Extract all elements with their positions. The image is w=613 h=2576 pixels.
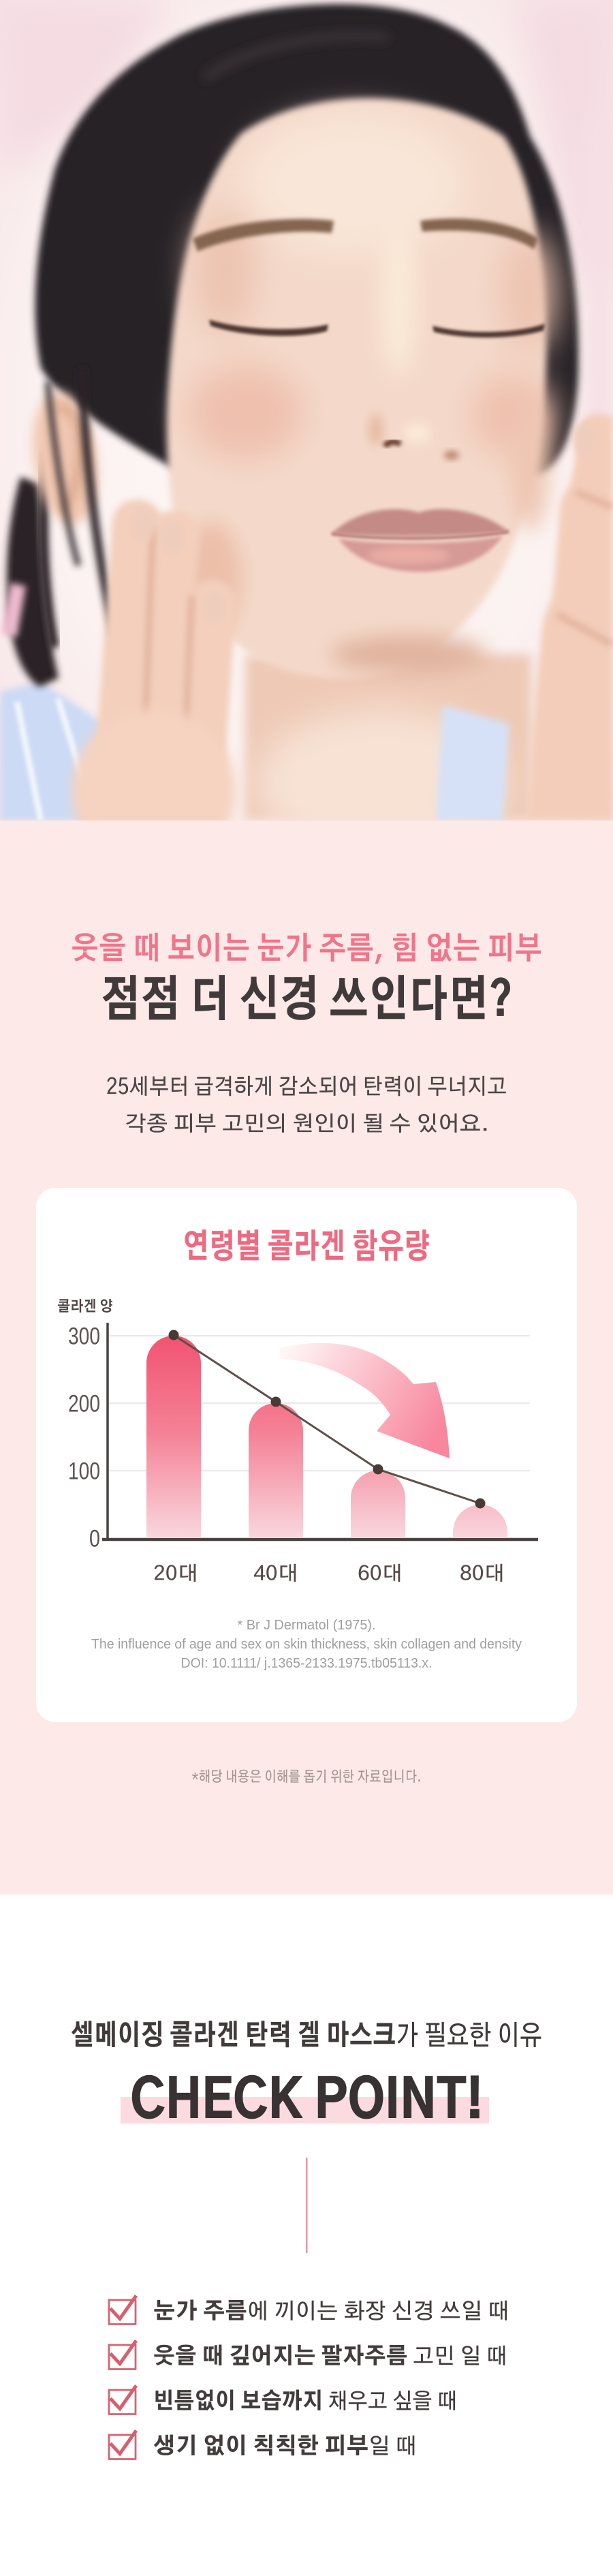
svg-text:300: 300 <box>68 1323 100 1350</box>
svg-text:The influence of age and sex o: The influence of age and sex on skin thi… <box>91 1637 522 1652</box>
svg-text:200: 200 <box>68 1391 100 1417</box>
svg-text:100: 100 <box>68 1458 100 1485</box>
svg-text:* Br J Dermatol (1975).: * Br J Dermatol (1975). <box>238 1618 376 1633</box>
svg-text:0: 0 <box>89 1526 100 1552</box>
svg-text:DOI: 10.1111/ j.1365-2133.1975: DOI: 10.1111/ j.1365-2133.1975.tb05113.x… <box>181 1656 433 1671</box>
